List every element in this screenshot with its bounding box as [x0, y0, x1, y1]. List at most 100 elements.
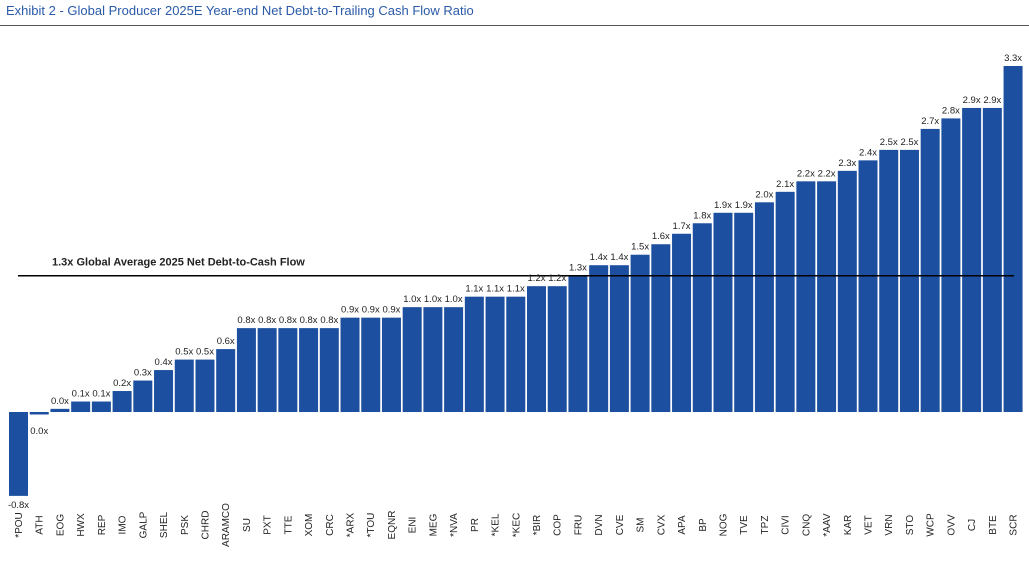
data-label: 1.4x	[610, 252, 628, 263]
data-label: 1.3x	[569, 263, 587, 274]
data-label: 0.4x	[155, 357, 173, 368]
data-label: 1.9x	[735, 200, 753, 211]
x-tick-label: *KEC	[511, 513, 522, 537]
bar-galp	[133, 380, 153, 412]
bar-meg	[423, 307, 443, 412]
x-tick-label: SCR	[1009, 514, 1020, 535]
x-tick-label: HWX	[76, 513, 87, 537]
data-label: 1.1x	[465, 284, 483, 295]
data-label: 1.1x	[507, 284, 525, 295]
bar-kec	[506, 296, 526, 412]
x-tick-label: ARAMCO	[221, 503, 232, 547]
x-tick-label: CHRD	[200, 511, 211, 540]
data-label: 0.2x	[113, 378, 131, 389]
x-tick-label: TTE	[283, 515, 294, 534]
data-label: 1.9x	[714, 200, 732, 211]
x-tick-label: PSK	[180, 515, 191, 535]
x-tick-label: *TOU	[366, 513, 377, 538]
bar-bp	[692, 223, 712, 412]
bar-nog	[713, 212, 733, 412]
x-tick-label: ENI	[408, 517, 419, 534]
data-label: 0.3x	[134, 368, 152, 379]
x-tick-label: ATH	[35, 515, 46, 534]
x-tick-label: FRU	[573, 515, 584, 536]
x-tick-label: CVE	[615, 514, 626, 535]
data-label: 2.2x	[818, 168, 836, 179]
data-label: 1.1x	[486, 284, 504, 295]
bar-pou	[9, 412, 28, 496]
bar-pxt	[257, 328, 277, 412]
x-tick-label: SHEL	[159, 512, 170, 539]
data-label: 1.5x	[631, 242, 649, 253]
data-label: 0.8x	[237, 315, 255, 326]
bar-cnq	[796, 181, 816, 412]
data-label: 1.0x	[424, 294, 442, 305]
bar-cve	[609, 265, 629, 412]
data-label: 0.9x	[362, 305, 380, 316]
data-label: 1.2x	[548, 273, 566, 284]
data-label: 1.4x	[590, 252, 608, 263]
bar-cvx	[651, 244, 671, 412]
bar-bte	[982, 107, 1002, 412]
data-label: 0.5x	[175, 347, 193, 358]
data-label: 0.1x	[72, 389, 90, 400]
x-tick-label: CJ	[967, 519, 978, 531]
x-tick-label: CRC	[325, 514, 336, 536]
x-tick-label: IMO	[118, 515, 129, 534]
bar-cj	[962, 107, 982, 412]
data-label: 1.0x	[445, 294, 463, 305]
data-label: 2.1x	[776, 179, 794, 190]
bars-layer	[9, 66, 1023, 496]
x-tick-label: APA	[677, 515, 688, 535]
bar-aramco	[216, 349, 236, 412]
x-tick-labels-layer: *POU ATH EOG HWX REP IMO GALP SHEL PSK CHRD ARAMCO…	[14, 503, 1020, 547]
x-tick-label: *ARX	[346, 512, 357, 537]
x-tick-label: PR	[470, 518, 481, 532]
bar-rep	[91, 401, 111, 412]
x-tick-label: OVV	[946, 514, 957, 535]
bar-shel	[154, 370, 174, 412]
bar-apa	[672, 233, 692, 412]
bar-wcp	[920, 128, 940, 412]
data-label: 2.5x	[900, 137, 918, 148]
x-tick-label: EQNR	[387, 511, 398, 540]
x-tick-label: STO	[905, 515, 916, 536]
bar-dvn	[589, 265, 609, 412]
data-label: 0.5x	[196, 347, 214, 358]
x-tick-label: REP	[97, 514, 108, 535]
x-tick-label: WCP	[926, 513, 937, 537]
bar-tpz	[754, 202, 774, 412]
bar-ovv	[941, 118, 961, 413]
x-tick-label: GALP	[138, 511, 149, 538]
bar-eqnr	[381, 317, 401, 412]
x-tick-label: CVX	[656, 514, 667, 535]
exhibit-title: Exhibit 2 - Global Producer 2025E Year-e…	[6, 3, 474, 18]
bar-tve	[734, 212, 754, 412]
x-tick-label: CIVI	[781, 515, 792, 534]
bar-vet	[858, 160, 878, 412]
data-label: 0.8x	[320, 315, 338, 326]
x-tick-label: EOG	[55, 514, 66, 536]
data-label: 0.8x	[300, 315, 318, 326]
x-tick-label: MEG	[428, 513, 439, 536]
data-label: 2.2x	[797, 168, 815, 179]
data-label: 0.1x	[92, 389, 110, 400]
data-label: 0.0x	[51, 396, 69, 407]
bar-sm	[630, 254, 650, 412]
bar-tte	[278, 328, 298, 412]
bar-hwx	[71, 401, 91, 412]
data-label: 2.4x	[859, 147, 877, 158]
bar-eog	[50, 408, 70, 412]
data-label: 1.2x	[528, 273, 546, 284]
data-label: 1.7x	[673, 221, 691, 232]
data-label: 0.8x	[258, 315, 276, 326]
bar-fru	[568, 275, 588, 412]
data-label: 0.8x	[279, 315, 297, 326]
data-label: 3.3x	[1004, 53, 1022, 64]
x-tick-label: DVN	[594, 514, 605, 535]
bar-civi	[775, 191, 795, 412]
x-tick-label: *NVA	[449, 513, 460, 537]
x-tick-label: VRN	[884, 514, 895, 535]
x-tick-label: *AAV	[822, 513, 833, 536]
